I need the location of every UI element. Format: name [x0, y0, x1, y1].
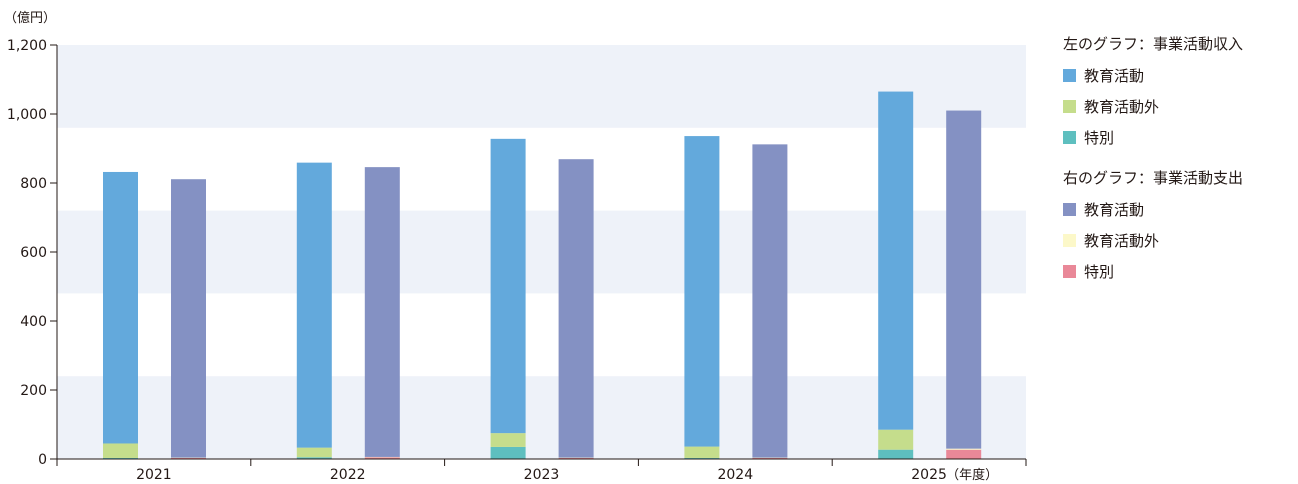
y-tick-label: 400 — [20, 314, 47, 330]
legend-swatch — [1063, 265, 1076, 278]
legend-label: 特別 — [1084, 129, 1115, 147]
grid-band — [57, 45, 1026, 128]
legend-label: 教育活動 — [1084, 67, 1145, 85]
legend-item-income-education: 教育活動 — [1063, 64, 1295, 87]
legend-item-expense-non-education: 教育活動外 — [1063, 229, 1295, 252]
bar-segment — [103, 443, 138, 458]
bar-segment — [364, 457, 400, 459]
bar-segment — [171, 179, 206, 458]
legend-title-expense: 右のグラフ：事業活動支出 — [1063, 169, 1244, 187]
legend-item-income-special: 特別 — [1063, 126, 1295, 149]
grid-band — [57, 376, 1026, 459]
x-tick-label: 2023 — [524, 467, 560, 483]
bar-chart: 0 200 400 600 800 1,000 1,200 2021 2022 2023 2024 2… — [4, 10, 1027, 483]
bar-segment — [684, 457, 720, 459]
axes — [50, 44, 1027, 466]
x-tick-label: 2022 — [330, 467, 366, 483]
bar-segment — [752, 144, 788, 458]
bar-segment — [364, 167, 400, 457]
legend: 左のグラフ：事業活動収入 教育活動 教育活動外 特別 右のグラフ：事業活動支出 … — [1063, 33, 1295, 301]
bar-segment — [296, 447, 332, 458]
bar-segment — [103, 171, 138, 444]
bar-segment — [878, 91, 914, 430]
legend-group-income: 左のグラフ：事業活動収入 教育活動 教育活動外 特別 — [1063, 33, 1295, 149]
grid-band — [57, 210, 1026, 294]
grid-bands — [57, 45, 1026, 459]
legend-item-expense-special: 特別 — [1063, 260, 1295, 283]
bar-segment — [878, 449, 914, 459]
legend-label: 教育活動外 — [1084, 232, 1160, 250]
bar-segment — [558, 457, 594, 459]
legend-label: 教育活動外 — [1084, 98, 1160, 116]
x-axis-unit: （年度） — [946, 467, 998, 483]
bar-segment — [103, 457, 138, 459]
bar-segment — [296, 457, 332, 459]
legend-item-income-non-education: 教育活動外 — [1063, 95, 1295, 118]
bar-segment — [946, 448, 982, 450]
bar-segment — [558, 159, 594, 458]
y-axis-unit: （億円） — [4, 10, 56, 26]
bar-segment — [171, 457, 206, 459]
legend-swatch — [1063, 203, 1076, 216]
legend-label: 特別 — [1084, 263, 1115, 281]
y-tick-label: 1,200 — [7, 38, 47, 54]
y-tick-label: 0 — [38, 452, 47, 468]
legend-label: 教育活動 — [1084, 201, 1145, 219]
y-tick-label: 600 — [20, 245, 47, 261]
legend-swatch — [1063, 131, 1076, 144]
x-tick-label: 2025 — [911, 467, 947, 483]
legend-title-income: 左のグラフ：事業活動収入 — [1063, 35, 1244, 53]
legend-item-expense-education: 教育活動 — [1063, 198, 1295, 221]
bar-segment — [946, 110, 982, 449]
legend-swatch — [1063, 69, 1076, 82]
bar-segment — [296, 162, 332, 448]
legend-group-expense: 右のグラフ：事業活動支出 教育活動 教育活動外 特別 — [1063, 167, 1295, 283]
legend-swatch — [1063, 100, 1076, 113]
bar-segment — [684, 136, 720, 447]
x-tick-label: 2024 — [717, 467, 753, 483]
y-tick-label: 1,000 — [7, 107, 47, 123]
bar-segment — [684, 446, 720, 458]
y-tick-label: 800 — [20, 176, 47, 192]
y-tick-label: 200 — [20, 383, 47, 399]
bar-segment — [490, 446, 526, 459]
bar-segment — [946, 449, 982, 459]
bars — [103, 91, 982, 459]
legend-swatch — [1063, 234, 1076, 247]
x-tick-label: 2021 — [136, 467, 172, 483]
bar-segment — [752, 457, 788, 459]
bar-segment — [490, 433, 526, 447]
bar-segment — [878, 429, 914, 450]
axis-labels: 0 200 400 600 800 1,000 1,200 2021 2022 2023 2024 2… — [4, 10, 998, 483]
bar-segment — [490, 138, 526, 434]
